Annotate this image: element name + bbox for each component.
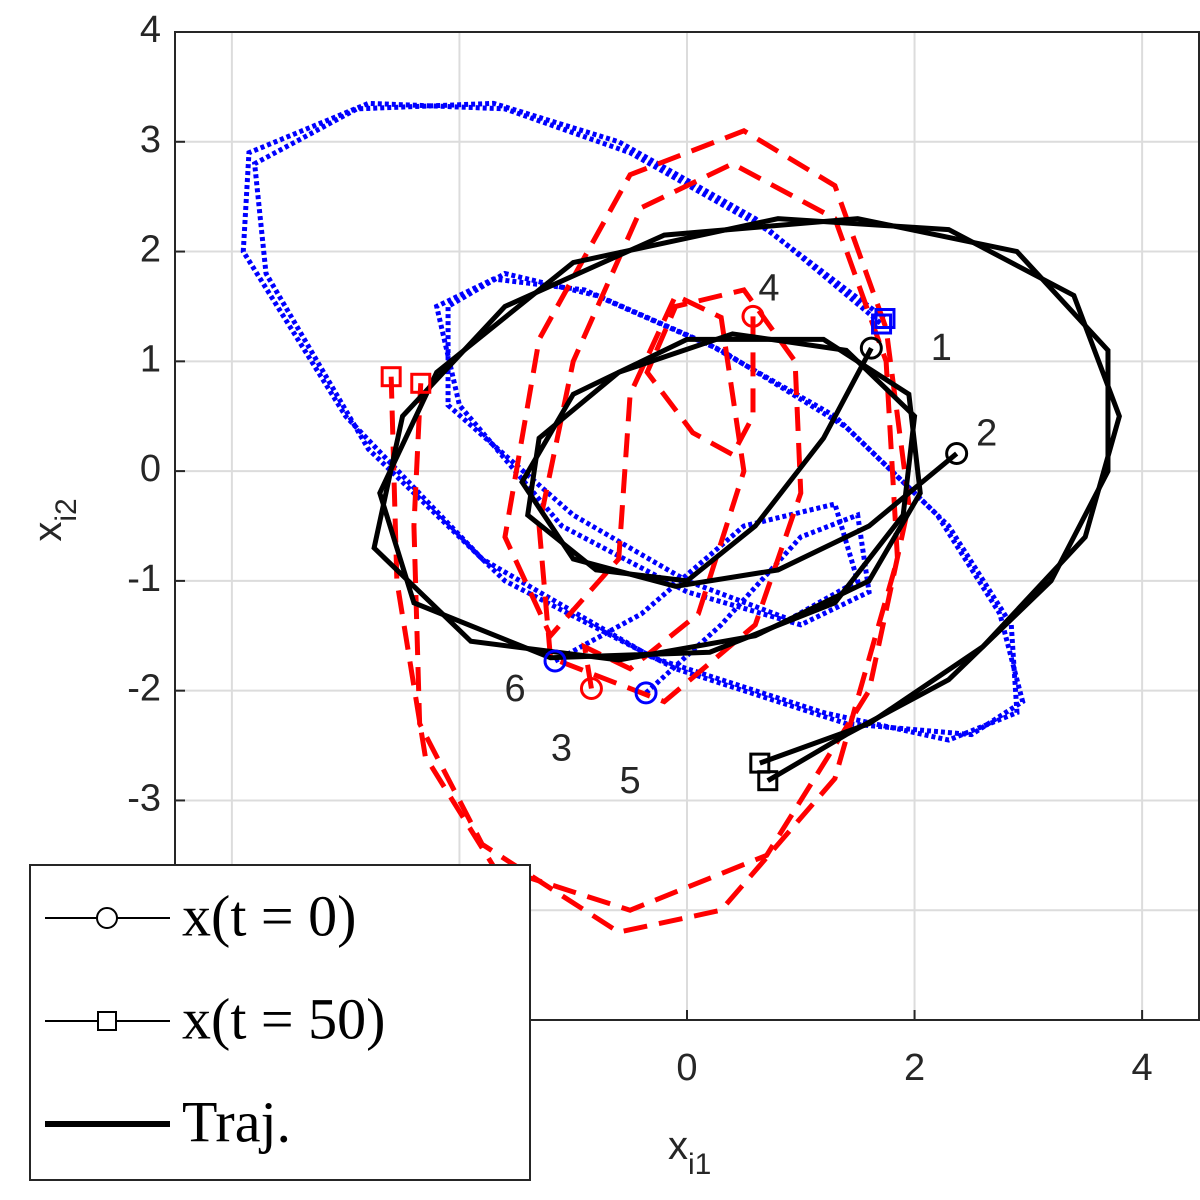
- legend-marker: [96, 907, 118, 929]
- y-tick-label: -1: [127, 558, 161, 600]
- trajectory-label: 1: [931, 327, 952, 369]
- trajectory-label: 5: [619, 760, 640, 802]
- y-axis-label-sub: i2: [50, 498, 83, 521]
- y-tick-label: -2: [127, 668, 161, 710]
- y-axis-label-main: x: [26, 522, 70, 542]
- x-axis-label: xi1: [668, 1124, 711, 1181]
- trajectory-label: 4: [758, 267, 779, 309]
- legend-marker: [97, 1011, 117, 1031]
- x-tick-label: 0: [676, 1047, 697, 1089]
- x-axis-label-sub: i1: [688, 1148, 711, 1181]
- legend: x(t = 0) x(t = 50) Traj.: [29, 864, 531, 1181]
- start-marker: [579, 676, 603, 700]
- plot-frame: [174, 31, 1200, 1021]
- end-marker: [757, 770, 779, 792]
- trajectory: [371, 216, 1111, 783]
- trajectory: [251, 100, 1026, 738]
- trajectory-label: 6: [504, 668, 525, 710]
- trajectory-label: 2: [976, 413, 997, 455]
- start-marker: [741, 304, 765, 328]
- start-marker: [634, 681, 658, 705]
- start-marker: [945, 442, 969, 466]
- end-marker: [410, 372, 432, 394]
- x-tick-label: 4: [1132, 1047, 1153, 1089]
- end-marker: [874, 308, 896, 330]
- y-tick-label: 0: [140, 448, 161, 490]
- trajectory: [240, 100, 1020, 743]
- y-axis-label: xi2: [26, 498, 83, 541]
- start-marker: [859, 336, 883, 360]
- start-marker: [543, 649, 567, 673]
- trajectory: [388, 128, 912, 913]
- legend-label: x(t = 0): [182, 883, 356, 948]
- y-tick-label: 2: [140, 229, 161, 271]
- legend-label: Traj.: [182, 1089, 291, 1154]
- end-marker: [871, 313, 893, 335]
- y-tick-label: 1: [140, 338, 161, 380]
- trajectory: [411, 160, 901, 935]
- trajectory: [377, 216, 1122, 766]
- trajectory-label: 3: [551, 728, 572, 770]
- y-tick-label: -3: [127, 777, 161, 819]
- y-tick-label: 4: [140, 9, 161, 51]
- end-marker: [380, 366, 402, 388]
- legend-label: x(t = 50): [182, 986, 385, 1051]
- x-axis-label-main: x: [668, 1124, 688, 1168]
- y-tick-label: 3: [140, 119, 161, 161]
- x-tick-label: 2: [904, 1047, 925, 1089]
